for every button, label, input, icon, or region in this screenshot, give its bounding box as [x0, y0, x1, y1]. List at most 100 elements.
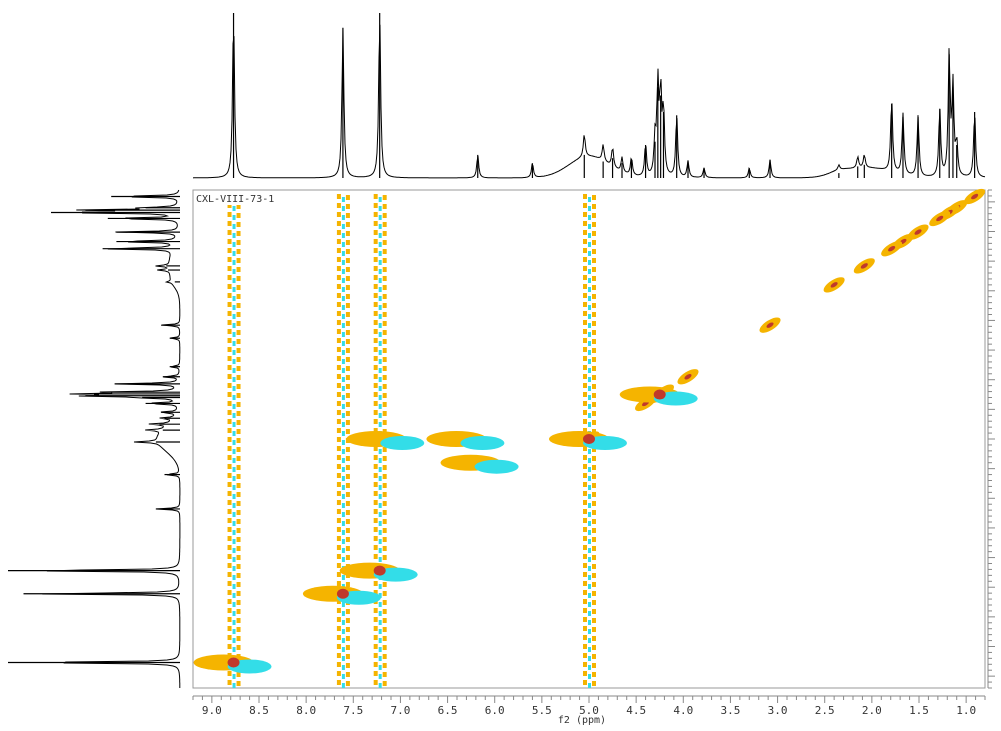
streak-segment [373, 428, 378, 433]
streak-segment [378, 602, 382, 607]
streak-segment [588, 683, 591, 688]
streak-segment [592, 609, 596, 614]
streak-segment [592, 591, 596, 596]
streak-segment [336, 662, 341, 667]
streak-segment [341, 395, 345, 400]
streak-segment [336, 644, 341, 649]
streak-segment [232, 512, 236, 517]
streak-segment [345, 555, 350, 560]
streak-segment [232, 422, 236, 427]
streak-segment [378, 314, 382, 319]
streak-segment [336, 572, 341, 577]
streak-segment [592, 618, 596, 623]
streak-segment [378, 197, 382, 202]
streak-segment [373, 527, 378, 532]
streak-segment [341, 512, 345, 517]
streak-segment [373, 671, 378, 676]
x-tick-label: 6.0 [485, 704, 505, 717]
streak-segment [341, 638, 345, 643]
top-trace [192, 24, 986, 179]
streak-segment [232, 386, 236, 391]
streak-segment [345, 231, 350, 236]
streak-segment [341, 215, 345, 220]
streak-segment [382, 465, 387, 470]
streak-segment [227, 284, 232, 289]
streak-segment [345, 330, 350, 335]
x-tick-label: 5.5 [532, 704, 552, 717]
streak-segment [583, 356, 587, 361]
x-tick-label: 1.5 [909, 704, 929, 717]
x-tick-label: 6.5 [438, 704, 458, 717]
streak-segment [227, 248, 232, 253]
streak-segment [227, 545, 232, 550]
streak-segment [378, 458, 382, 463]
streak-segment [382, 240, 387, 245]
streak-segment [345, 510, 350, 515]
streak-segment [236, 303, 241, 308]
left-1d-projection [8, 189, 181, 688]
streak-segment [227, 500, 232, 505]
streak-segment [373, 401, 378, 406]
streak-segment [232, 431, 236, 436]
streak-segment [341, 197, 345, 202]
y-axis-right [987, 189, 995, 689]
streak-segment [236, 393, 241, 398]
streak-segment [588, 467, 591, 472]
streak-segment [336, 482, 341, 487]
streak-segment [583, 455, 587, 460]
streak-segment [378, 251, 382, 256]
streak-segment [373, 500, 378, 505]
streak-segment [378, 323, 382, 328]
contour-area [193, 188, 986, 688]
streak-segment [583, 302, 587, 307]
streak-segment [378, 485, 382, 490]
streak-segment [378, 638, 382, 643]
streak-segment [341, 629, 345, 634]
streak-segment [345, 627, 350, 632]
streak-segment [232, 296, 236, 301]
streak-segment [592, 384, 596, 389]
streak-segment [378, 593, 382, 598]
x-tick-label: 8.5 [249, 704, 269, 717]
streak-segment [236, 348, 241, 353]
streak-segment [232, 278, 236, 283]
streak-segment [382, 555, 387, 560]
streak-segment [341, 485, 345, 490]
streak-segment [588, 323, 591, 328]
streak-segment [378, 278, 382, 283]
streak-segment [341, 242, 345, 247]
streak-segment [583, 635, 587, 640]
streak-segment [588, 593, 591, 598]
streak-segment [236, 681, 241, 686]
streak-segment [236, 546, 241, 551]
streak-segment [588, 638, 591, 643]
streak-segment [378, 287, 382, 292]
streak-segment [227, 320, 232, 325]
streak-segment [592, 645, 596, 650]
streak-segment [592, 330, 596, 335]
streak-segment [341, 539, 345, 544]
streak-segment [345, 348, 350, 353]
streak-segment [345, 285, 350, 290]
streak-segment [592, 483, 596, 488]
streak-segment [336, 464, 341, 469]
streak-segment [345, 501, 350, 506]
streak-segment [592, 204, 596, 209]
streak-segment [227, 518, 232, 523]
streak-segment [341, 575, 345, 580]
streak-segment [592, 510, 596, 515]
streak-segment [373, 590, 378, 595]
streak-segment [341, 476, 345, 481]
streak-segment [382, 519, 387, 524]
cross-peak-core [336, 588, 349, 599]
streak-segment [232, 620, 236, 625]
streak-segment [382, 528, 387, 533]
top-1d-projection [192, 13, 986, 179]
diagonal-peak-core [860, 263, 868, 269]
streak-segment [345, 249, 350, 254]
streak-segment [227, 392, 232, 397]
streak-segment [236, 294, 241, 299]
streak-segment [588, 521, 591, 526]
streak-segment [373, 203, 378, 208]
streak-segment [345, 474, 350, 479]
